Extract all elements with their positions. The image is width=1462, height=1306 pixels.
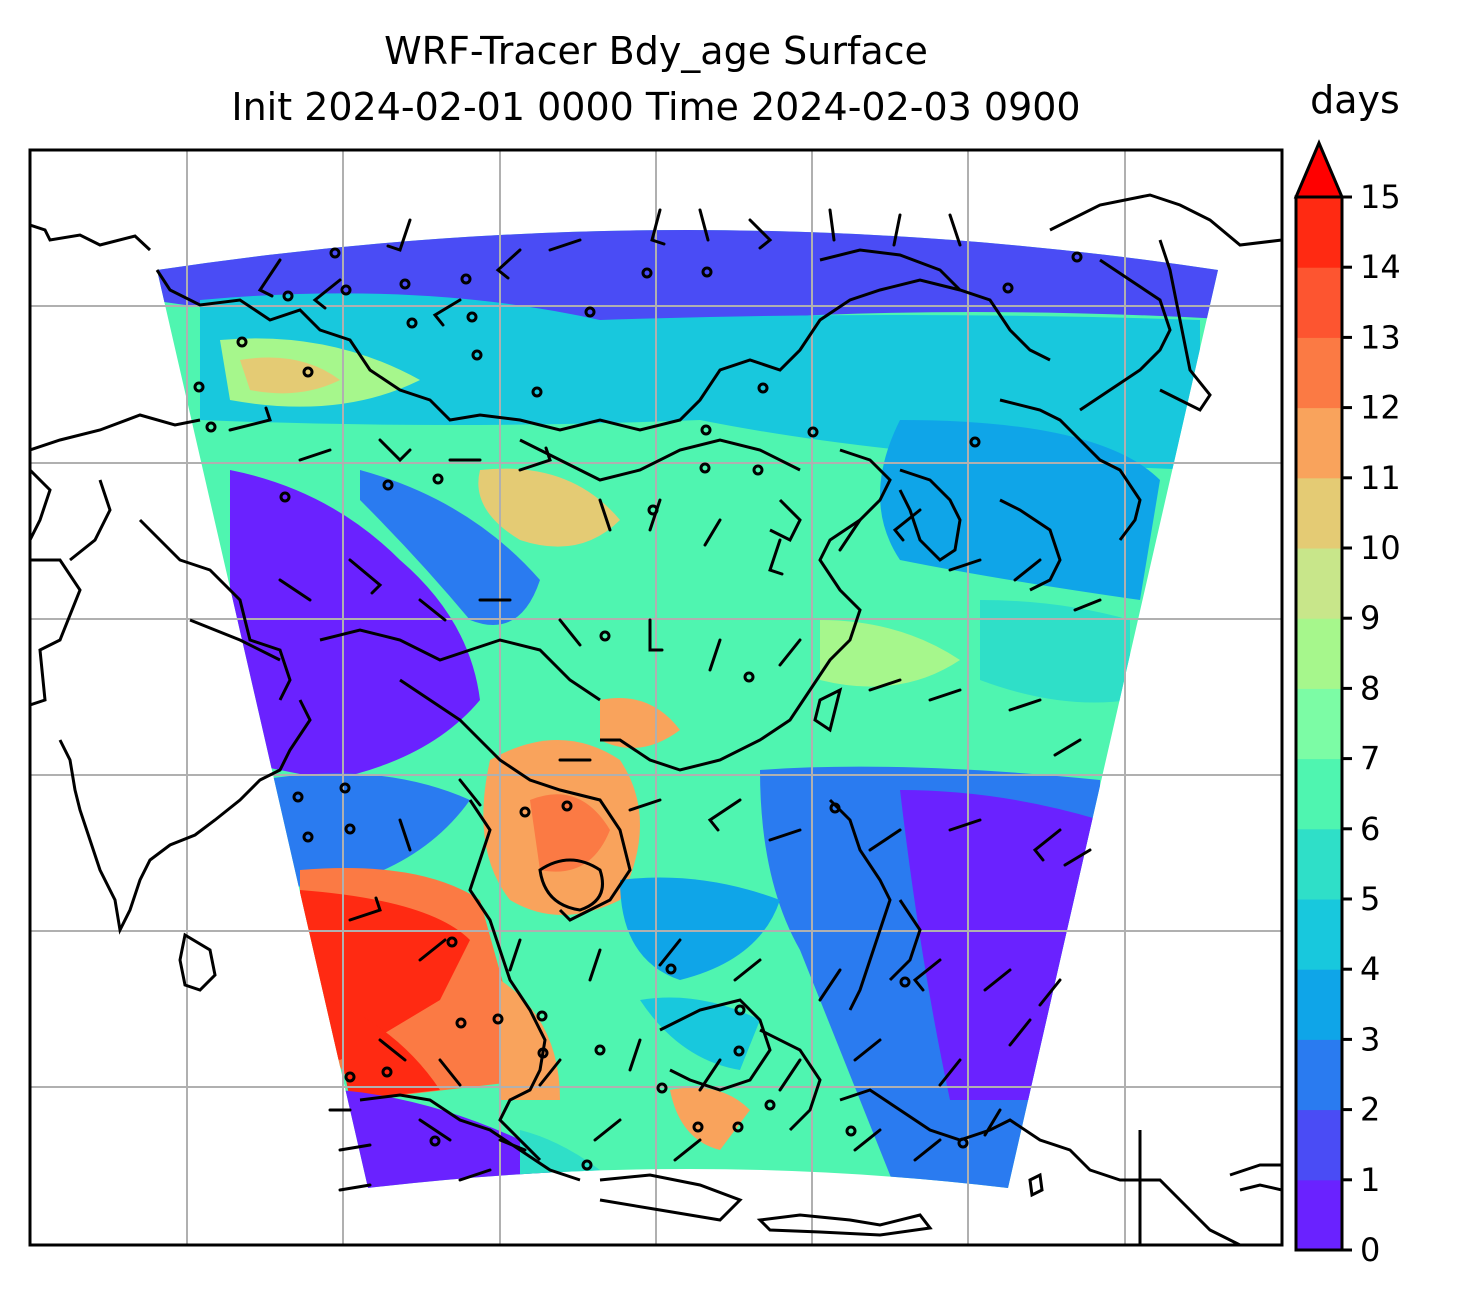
colorbar-tick-label: 5 <box>1360 880 1380 918</box>
colorbar-tick-label: 12 <box>1360 389 1401 427</box>
colorbar-segment <box>1296 267 1342 338</box>
coastlines <box>30 193 1282 1245</box>
colorbar-segment <box>1296 548 1342 619</box>
colorbar-segment <box>1296 899 1342 970</box>
colorbar-tick-label: 14 <box>1360 248 1401 286</box>
colorbar-segments <box>1296 197 1342 1251</box>
chart-title-line-2: Init 2024-02-01 0000 Time 2024-02-03 090… <box>231 85 1081 129</box>
colorbar-segment <box>1296 337 1342 409</box>
colorbar-segment <box>1296 688 1342 760</box>
map-plot-area <box>30 150 1282 1245</box>
colorbar-segment <box>1296 1109 1342 1181</box>
colorbar-segment <box>1296 477 1342 549</box>
colorbar-tick-label: 4 <box>1360 950 1380 988</box>
colorbar-tick-label: 15 <box>1360 178 1401 216</box>
colorbar-tick-label: 0 <box>1360 1231 1380 1269</box>
colorbar-segment <box>1296 1179 1342 1251</box>
colorbar-segment <box>1296 197 1342 268</box>
colorbar-extend-triangle <box>1293 139 1345 199</box>
colorbar-tick-label: 3 <box>1360 1020 1380 1058</box>
colorbar-tick-label: 9 <box>1360 599 1380 637</box>
calm-wind-circles <box>193 247 1083 1171</box>
colorbar-segment <box>1296 407 1342 479</box>
colorbar-tick-label: 1 <box>1360 1161 1380 1199</box>
colorbar-frame <box>1294 195 1344 1252</box>
colorbar-tick-label: 8 <box>1360 669 1380 707</box>
colorbar-segment <box>1296 758 1342 830</box>
colorbar-tick-label: 2 <box>1360 1091 1380 1129</box>
colorbar-units-label: days <box>1310 78 1400 122</box>
chart-title-line-1: WRF-Tracer Bdy_age Surface <box>384 29 928 73</box>
colorbar-segment <box>1296 828 1342 900</box>
wind-barbs <box>228 208 1102 1192</box>
map-frame <box>28 148 1284 1247</box>
colorbar-tick-label: 13 <box>1360 318 1401 356</box>
colorbar-tick-label: 6 <box>1360 810 1380 848</box>
colorbar-segment <box>1296 618 1342 689</box>
colorbar-segment <box>1296 1039 1342 1111</box>
colorbar-segment <box>1296 969 1342 1040</box>
colorbar-tick-label: 11 <box>1360 459 1401 497</box>
colorbar-tick-label: 7 <box>1360 740 1380 778</box>
colorbar-tick-label: 10 <box>1360 529 1401 567</box>
